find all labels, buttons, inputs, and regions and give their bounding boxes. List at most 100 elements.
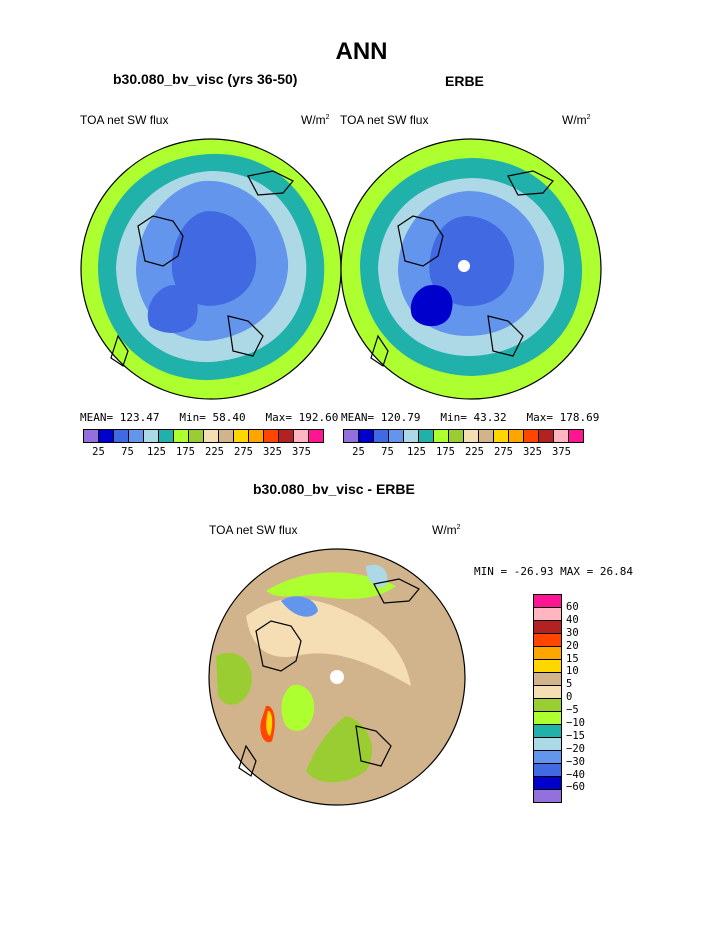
colorbar-tick-label: 375 <box>552 446 571 458</box>
colorbar-panel-2-ticks: 25 75 125 175 225 275 325 375 <box>344 446 576 458</box>
colorbar-tick-label: 125 <box>147 446 166 458</box>
colorbar-swatch <box>113 429 129 443</box>
colorbar-tick-label: 75 <box>381 446 394 458</box>
colorbar-label: −15 <box>566 729 585 742</box>
colorbar-label: 60 <box>566 601 579 613</box>
colorbar-swatch <box>248 429 264 443</box>
colorbar-label: 10 <box>566 665 579 678</box>
band-greenland <box>147 285 198 333</box>
colorbar-swatch <box>533 737 562 751</box>
polar-map-model <box>80 138 342 400</box>
colorbar-tick-label: 275 <box>234 446 253 458</box>
colorbar-swatch <box>173 429 189 443</box>
colorbar-swatch <box>533 698 562 712</box>
colorbar-swatch <box>463 429 479 443</box>
colorbar-label: 15 <box>566 652 579 665</box>
colorbar-swatch <box>523 429 539 443</box>
colorbar-swatch <box>538 429 554 443</box>
colorbar-swatch <box>493 429 509 443</box>
colorbar-label: −5 <box>566 704 579 717</box>
colorbar-tick-label: 225 <box>465 446 484 458</box>
colorbar-tick-label: 375 <box>292 446 311 458</box>
coastlines <box>370 170 554 367</box>
panel-1-mean: MEAN= 123.47 <box>80 411 160 424</box>
colorbar-label: 20 <box>566 639 579 652</box>
map-border <box>340 138 602 400</box>
colorbar-swatch <box>533 776 562 790</box>
colorbar-tick-label: 175 <box>436 446 455 458</box>
colorbar-swatch <box>403 429 419 443</box>
polar-map-difference <box>208 548 466 806</box>
colorbar-difference-labels: 60 40 30 20 15 10 5 0 −5 −10 −15 −20 −30 −40 −60 <box>566 601 585 794</box>
diff-olive-area <box>216 652 252 705</box>
colorbar-tick-label: 175 <box>176 446 195 458</box>
colorbar-swatch <box>188 429 204 443</box>
colorbar-swatch <box>448 429 464 443</box>
colorbar-swatch <box>533 607 562 621</box>
panel-1-stats: MEAN= 123.47 Min= 58.40 Max= 192.60 <box>80 411 338 424</box>
panel-2-mean: MEAN= 120.79 <box>341 411 421 424</box>
colorbar-swatch <box>553 429 569 443</box>
colorbar-label: −40 <box>566 768 585 781</box>
colorbar-swatch <box>343 429 359 443</box>
colorbar-swatch <box>568 429 584 443</box>
coastlines <box>110 170 294 367</box>
colorbar-swatch <box>128 429 144 443</box>
colorbar-swatch <box>533 672 562 686</box>
panel-1-title: b30.080_bv_visc (yrs 36-50) <box>113 71 298 87</box>
colorbar-tick-label: 225 <box>205 446 224 458</box>
colorbar-label: 5 <box>566 678 573 691</box>
diff-title: b30.080_bv_visc - ERBE <box>253 481 415 497</box>
panel-2-min: Min= 43.32 <box>440 411 507 424</box>
colorbar-swatch <box>143 429 159 443</box>
panel-2-stats: MEAN= 120.79 Min= 43.32 Max= 178.69 <box>341 411 599 424</box>
colorbar-swatch <box>533 789 562 803</box>
panel-2-title: ERBE <box>445 73 484 89</box>
colorbar-swatch <box>533 763 562 777</box>
colorbar-swatch <box>533 685 562 699</box>
pole-missing-data <box>458 260 470 272</box>
colorbar-swatch <box>388 429 404 443</box>
colorbar-swatch <box>98 429 114 443</box>
colorbar-swatch <box>433 429 449 443</box>
diff-minmax: MIN = -26.93 MAX = 26.84 <box>474 565 633 578</box>
polar-map-erbe <box>340 138 602 400</box>
colorbar-swatch <box>533 711 562 725</box>
colorbar-tick-label: 25 <box>352 446 365 458</box>
colorbar-swatch <box>533 646 562 660</box>
colorbar-tick-label: 125 <box>407 446 426 458</box>
colorbar-swatch <box>233 429 249 443</box>
colorbar-swatch <box>293 429 309 443</box>
diff-blue-patch-1 <box>281 596 318 617</box>
colorbar-panel-1-ticks: 25 75 125 175 225 275 325 375 <box>84 446 316 458</box>
figure-title: ANN <box>335 38 388 65</box>
band-greenland-min <box>410 285 453 327</box>
colorbar-swatch <box>533 633 562 647</box>
panel-2-units: W/m2 <box>562 113 591 127</box>
colorbar-swatch <box>203 429 219 443</box>
panel-2-max: Max= 178.69 <box>526 411 600 424</box>
band-royalblue <box>171 211 257 306</box>
colorbar-swatch <box>373 429 389 443</box>
colorbar-tick-label: 75 <box>121 446 134 458</box>
colorbar-tick-label: 25 <box>92 446 105 458</box>
colorbar-label: −20 <box>566 742 585 755</box>
colorbar-swatch <box>478 429 494 443</box>
colorbar-label: −30 <box>566 755 585 768</box>
colorbar-label: 0 <box>566 691 573 704</box>
pole-missing-data <box>330 670 344 684</box>
colorbar-label: −60 <box>566 781 585 794</box>
colorbar-swatch <box>308 429 324 443</box>
colorbar-swatch <box>218 429 234 443</box>
panel-1-max: Max= 192.60 <box>265 411 339 424</box>
colorbar-swatch <box>508 429 524 443</box>
colorbar-panel-1 <box>83 429 324 443</box>
colorbar-swatch <box>158 429 174 443</box>
colorbar-label: 40 <box>566 613 579 626</box>
coastlines <box>238 578 420 777</box>
colorbar-swatch <box>533 594 562 608</box>
diff-var-label: TOA net SW flux <box>209 523 298 537</box>
colorbar-swatch <box>418 429 434 443</box>
diff-wheat-area <box>246 598 411 686</box>
panel-1-units: W/m2 <box>301 113 330 127</box>
